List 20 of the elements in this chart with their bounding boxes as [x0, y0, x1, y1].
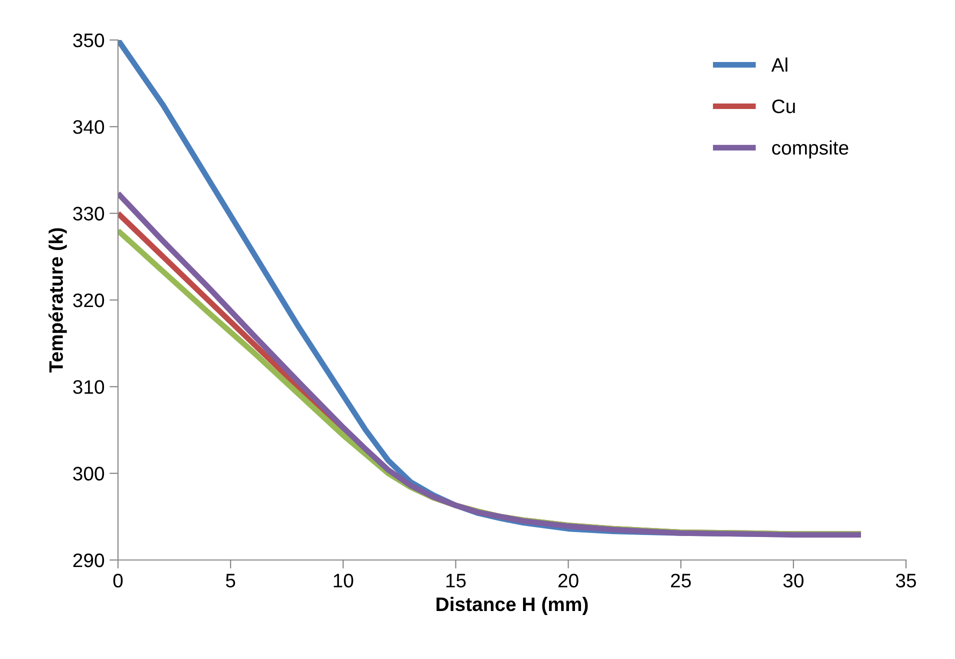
legend-label: compsite — [772, 140, 848, 159]
x-tick-label: 0 — [113, 574, 123, 588]
y-axis-title: Température (k) — [48, 228, 67, 373]
y-tick-label: 310 — [73, 380, 104, 394]
y-tick-label: 290 — [73, 553, 104, 568]
y-tick-label: 350 — [73, 33, 104, 48]
x-tick-label: 5 — [226, 574, 236, 588]
y-tick-label: 340 — [73, 120, 104, 134]
x-axis-title: Distance H (mm) — [436, 596, 588, 615]
y-tick-label: 330 — [73, 206, 104, 221]
legend-label: Cu — [772, 99, 795, 114]
x-tick-label: 20 — [558, 574, 578, 588]
x-tick-label: 35 — [896, 574, 916, 588]
legend-label: Al — [771, 58, 788, 72]
x-tick-label: 10 — [334, 574, 354, 588]
x-tick-label: 25 — [671, 574, 691, 588]
y-tick-label: 320 — [73, 293, 104, 308]
y-tick-label: 300 — [73, 466, 104, 481]
x-tick-label: 15 — [446, 574, 466, 588]
x-tick-label: 30 — [783, 574, 804, 588]
